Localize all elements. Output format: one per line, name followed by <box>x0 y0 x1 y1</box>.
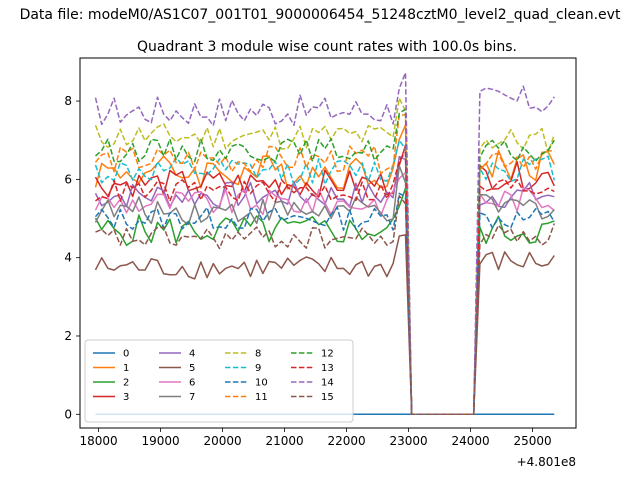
legend-box <box>84 339 354 423</box>
y-tick-label: 8 <box>64 94 72 108</box>
x-tick-label: 21000 <box>266 434 304 448</box>
legend-label-0: 0 <box>123 349 129 360</box>
legend-label-12: 12 <box>321 349 334 360</box>
legend-label-6: 6 <box>189 378 195 389</box>
series-line-11 <box>94 114 555 416</box>
legend-label-7: 7 <box>189 392 195 403</box>
chart-title: Quadrant 3 module wise count rates with … <box>137 39 517 55</box>
series-line-13 <box>95 151 555 416</box>
legend-label-3: 3 <box>123 392 129 403</box>
series-line-9 <box>94 139 556 416</box>
legend-label-5: 5 <box>189 363 195 374</box>
axes-frame <box>79 57 577 429</box>
series-line-5 <box>94 234 555 416</box>
x-tick-label: 25000 <box>514 434 552 448</box>
legend-label-11: 11 <box>255 392 268 403</box>
x-tick-label: 18000 <box>80 434 118 448</box>
legend-label-2: 2 <box>123 378 129 389</box>
series-line-14 <box>94 71 555 416</box>
legend-label-1: 1 <box>123 363 129 374</box>
y-tick-label: 2 <box>64 329 72 343</box>
legend-label-8: 8 <box>255 349 261 360</box>
y-tick-label: 6 <box>64 172 72 186</box>
x-tick-label: 24000 <box>452 434 490 448</box>
legend-label-13: 13 <box>321 363 334 374</box>
legend-label-15: 15 <box>321 392 334 403</box>
x-tick-label: 19000 <box>142 434 180 448</box>
x-tick-label: 22000 <box>328 434 366 448</box>
legend-label-10: 10 <box>255 378 268 389</box>
legend-label-4: 4 <box>189 349 195 360</box>
legend-label-9: 9 <box>255 363 261 374</box>
legend-label-14: 14 <box>321 378 334 389</box>
x-tick-label: 20000 <box>204 434 242 448</box>
y-tick-label: 4 <box>64 251 72 265</box>
y-tick-label: 0 <box>64 407 72 421</box>
figure-suptitle: Data file: modeM0/AS1C07_001T01_90000064… <box>19 7 621 23</box>
x-offset-text: +4.801e8 <box>517 455 576 469</box>
x-tick-label: 23000 <box>390 434 428 448</box>
series-line-15 <box>95 195 556 416</box>
